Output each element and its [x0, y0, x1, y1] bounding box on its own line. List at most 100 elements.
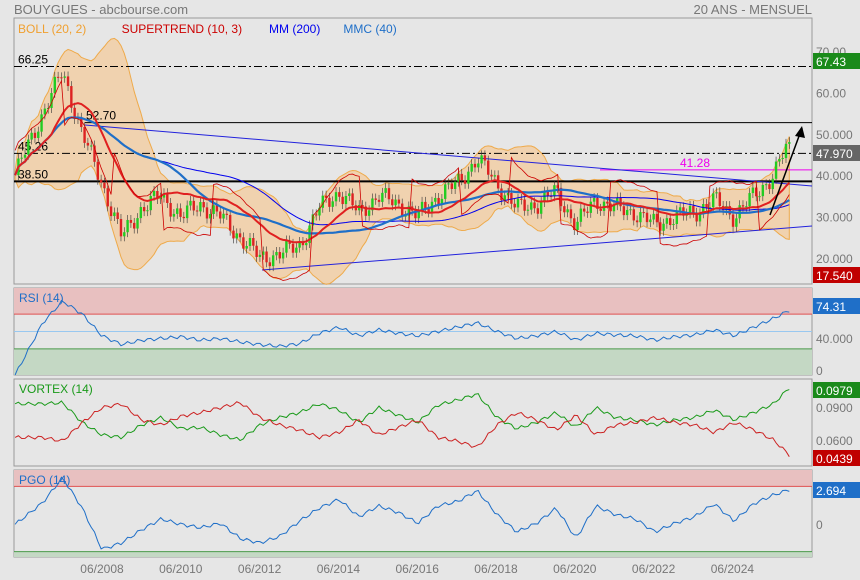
candle: [741, 205, 745, 207]
candle: [444, 184, 447, 199]
candle: [348, 193, 351, 196]
x-tick-label: 06/2010: [159, 562, 203, 576]
candle: [788, 142, 791, 144]
candle: [702, 203, 705, 214]
candle: [566, 209, 569, 213]
candle: [695, 212, 698, 222]
rsi-line: [14, 299, 790, 376]
candle: [189, 200, 192, 206]
vortex-badge-label: 0.0979: [816, 384, 853, 398]
candle: [745, 206, 748, 208]
candle: [467, 171, 470, 184]
candle: [66, 76, 70, 87]
candle: [20, 157, 23, 159]
candle: [37, 131, 40, 138]
candle: [219, 211, 222, 219]
candle: [387, 188, 391, 200]
legend-item-1: SUPERTREND (10, 3): [122, 22, 242, 36]
candle: [510, 192, 513, 204]
candle: [735, 218, 738, 227]
candle: [520, 198, 523, 200]
rsi-overbought-zone: [14, 288, 812, 315]
candle: [437, 197, 440, 205]
candle: [235, 233, 238, 239]
candle: [440, 198, 444, 205]
candle: [324, 195, 328, 198]
candle: [771, 178, 774, 190]
candle: [89, 145, 93, 147]
candle: [232, 230, 235, 239]
candle: [625, 209, 629, 216]
price-badge-label: 47.970: [816, 147, 853, 161]
pgo-line: [14, 476, 790, 550]
candle: [612, 205, 616, 212]
target-arrow: [769, 127, 803, 216]
candle: [543, 191, 546, 203]
red-ma-line: [14, 102, 791, 244]
candle: [457, 173, 460, 182]
rsi-title: RSI (14): [19, 291, 64, 305]
candle: [331, 201, 334, 207]
candle: [781, 157, 784, 160]
candle: [582, 208, 586, 212]
candle: [149, 195, 152, 211]
candle: [341, 196, 344, 205]
candle: [238, 233, 242, 238]
candle: [328, 197, 331, 207]
candle: [268, 262, 272, 267]
candle: [142, 207, 146, 212]
candle: [586, 211, 589, 213]
level-label-45.26: 45.26: [18, 139, 48, 153]
candle: [33, 132, 37, 138]
candle: [318, 207, 321, 216]
price-badge: [813, 267, 860, 283]
vortex-y-tick: 0.0600: [816, 434, 853, 448]
candle: [252, 238, 255, 246]
candle: [573, 218, 576, 231]
candle: [579, 208, 583, 222]
candle: [258, 254, 262, 257]
candle: [397, 199, 401, 204]
candle: [305, 243, 308, 246]
chart-period[interactable]: 20 ANS - MENSUEL: [693, 2, 813, 17]
candle: [434, 197, 437, 202]
candle: [668, 218, 672, 226]
candle: [473, 163, 477, 168]
candle: [182, 216, 186, 219]
supertrend-line: [14, 79, 790, 281]
candle: [50, 93, 53, 108]
candle: [487, 160, 490, 175]
vortex-badge: [813, 382, 860, 398]
candle: [113, 212, 116, 217]
pgo-upper-zone: [14, 470, 812, 487]
x-tick-label: 06/2014: [317, 562, 361, 576]
candle: [632, 209, 635, 221]
candle: [73, 107, 76, 120]
candle: [665, 218, 669, 224]
level-label-38.50: 38.50: [18, 167, 48, 181]
candle: [278, 252, 281, 259]
rsi-badge-label: 74.31: [816, 300, 846, 314]
candle: [271, 255, 275, 267]
candle: [146, 210, 149, 212]
candle: [513, 203, 516, 208]
candle: [447, 183, 450, 185]
candle: [536, 208, 540, 214]
y-tick-label: 20.000: [816, 252, 853, 266]
candle: [639, 212, 642, 223]
candle: [43, 108, 47, 115]
price-badge: [813, 53, 860, 69]
candle: [391, 199, 394, 206]
mmc-40-line: [14, 116, 790, 235]
candle: [367, 210, 371, 216]
support-trendline: [261, 225, 813, 271]
candle: [56, 76, 60, 78]
candle: [450, 183, 454, 189]
candle: [427, 209, 430, 213]
candle: [262, 251, 265, 255]
vortex-VI--line: [14, 401, 790, 457]
resistance-trendline: [84, 124, 813, 187]
candle: [655, 213, 659, 223]
rsi-oversold-zone: [14, 348, 812, 375]
